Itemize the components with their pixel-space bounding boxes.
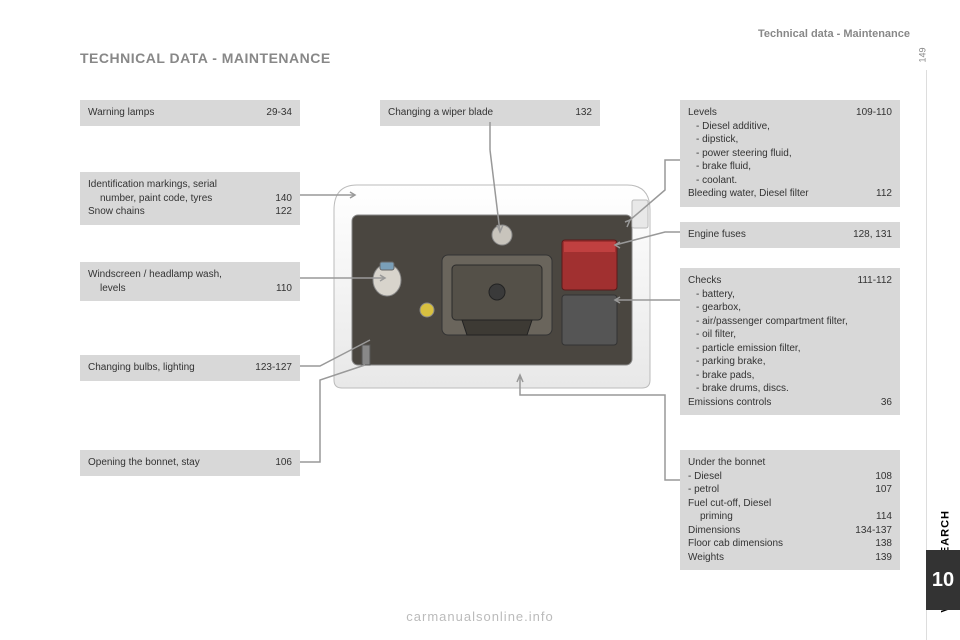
list-item: parking brake,: [696, 355, 892, 369]
list-item: air/passenger compartment filter,: [696, 315, 892, 329]
page-ref: 114: [870, 510, 892, 524]
list-item: battery,: [696, 288, 892, 302]
label: Fuel cut-off, Diesel: [688, 497, 892, 511]
label: Dimensions: [688, 524, 849, 538]
label: Levels: [688, 106, 850, 120]
box-wiper: Changing a wiper blade132: [380, 100, 600, 126]
list-item: Diesel additive,: [696, 120, 892, 134]
page-ref: 132: [569, 106, 592, 120]
list-item: gearbox,: [696, 301, 892, 315]
label-indent: levels: [88, 282, 270, 296]
label: Changing bulbs, lighting: [88, 361, 249, 375]
levels-list: Diesel additive, dipstick, power steerin…: [688, 120, 892, 188]
checks-list: battery, gearbox, air/passenger compartm…: [688, 288, 892, 396]
page-ref: 140: [269, 192, 292, 206]
list-item: power steering fluid,: [696, 147, 892, 161]
list-item: brake drums, discs.: [696, 382, 892, 396]
list-item: brake fluid,: [696, 160, 892, 174]
label: Engine fuses: [688, 228, 847, 242]
box-fuses: Engine fuses128, 131: [680, 222, 900, 248]
box-windscreen-wash: Windscreen / headlamp wash, levels110: [80, 262, 300, 301]
page-ref: 134-137: [849, 524, 892, 538]
engine-illustration: [332, 180, 652, 390]
label: Changing a wiper blade: [388, 106, 569, 120]
label: Under the bonnet: [688, 456, 892, 470]
header-section: Technical data - Maintenance: [758, 28, 910, 40]
label: Checks: [688, 274, 852, 288]
page-title: TECHNICAL DATA - MAINTENANCE: [80, 50, 331, 66]
page-ref: 36: [875, 396, 892, 410]
box-levels: Levels109-110 Diesel additive, dipstick,…: [680, 100, 900, 207]
page-number: 149: [917, 47, 927, 62]
sidebar-chapter: 10: [926, 550, 960, 610]
list-item: particle emission filter,: [696, 342, 892, 356]
page-ref: 109-110: [850, 106, 892, 120]
page-ref: 110: [270, 282, 292, 296]
sidebar: VISUAL SEARCH 10: [926, 70, 960, 640]
label: Floor cab dimensions: [688, 537, 869, 551]
engine-svg: [332, 180, 652, 390]
label: Windscreen / headlamp wash,: [88, 268, 292, 282]
list-item: coolant.: [696, 174, 892, 188]
box-checks: Checks111-112 battery, gearbox, air/pass…: [680, 268, 900, 415]
label: Weights: [688, 551, 869, 565]
label: Bleeding water, Diesel filter: [688, 187, 870, 201]
page-ref: 139: [869, 551, 892, 565]
box-identification: Identification markings, serial number, …: [80, 172, 300, 225]
box-warning-lamps: Warning lamps29-34: [80, 100, 300, 126]
label-indent: number, paint code, tyres: [88, 192, 269, 206]
list-item: dipstick,: [696, 133, 892, 147]
page-ref: 123-127: [249, 361, 292, 375]
label: Emissions controls: [688, 396, 875, 410]
box-bulbs: Changing bulbs, lighting123-127: [80, 355, 300, 381]
label: Opening the bonnet, stay: [88, 456, 269, 470]
page-ref: 106: [269, 456, 292, 470]
page-ref: 111-112: [852, 274, 892, 288]
page-ref: 112: [870, 187, 892, 201]
page-ref: 29-34: [260, 106, 292, 120]
label: - petrol: [688, 483, 869, 497]
page-ref: 138: [869, 537, 892, 551]
box-under-bonnet: Under the bonnet - Diesel108 - petrol107…: [680, 450, 900, 570]
label: Snow chains: [88, 205, 269, 219]
list-item: oil filter,: [696, 328, 892, 342]
list-item: brake pads,: [696, 369, 892, 383]
label: Identification markings, serial: [88, 178, 292, 192]
watermark: carmanualsonline.info: [406, 609, 553, 624]
page-ref: 122: [269, 205, 292, 219]
page-ref: 128, 131: [847, 228, 892, 242]
box-bonnet: Opening the bonnet, stay106: [80, 450, 300, 476]
page-ref: 108: [869, 470, 892, 484]
label: Warning lamps: [88, 106, 260, 120]
label: - Diesel: [688, 470, 869, 484]
page-ref: 107: [869, 483, 892, 497]
label-indent: priming: [688, 510, 870, 524]
